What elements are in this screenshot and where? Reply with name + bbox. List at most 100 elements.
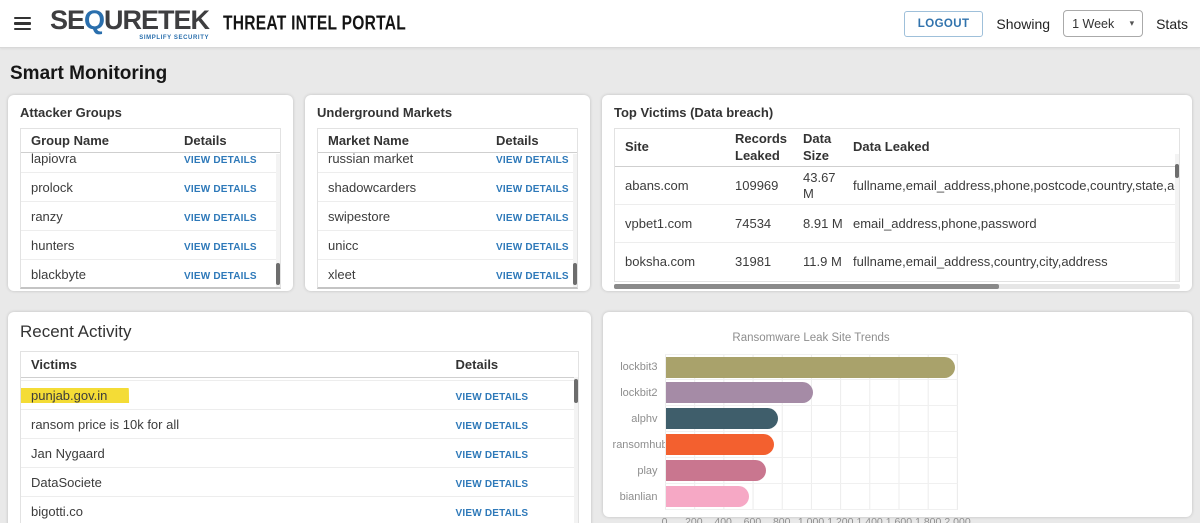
chart-title: Ransomware Leak Site Trends [732,332,890,344]
chart-x-tick: 1,400 [856,516,883,523]
view-details-link[interactable]: VIEW DETAILS [455,478,529,490]
vertical-scrollbar [573,154,577,287]
page-title: Smart Monitoring [10,63,168,84]
chart-bar-row: play [613,458,1182,484]
table-row: Jan Nygaard VIEW DETAILS [21,439,578,468]
top-victims-panel: Top Victims (Data breach) Site Records L… [602,95,1192,291]
scrollbar-thumb[interactable] [573,379,578,403]
chart-category-label: alphv [631,413,658,425]
chevron-down-icon: ▾ [1129,18,1135,28]
table-row: unicc VIEW DETAILS [318,231,577,260]
chart-x-tick: 800 [772,516,791,523]
view-details-link[interactable]: VIEW DETAILS [455,420,529,432]
scrollbar-thumb[interactable] [1175,164,1179,178]
table-row: prolock VIEW DETAILS [21,173,280,202]
chart-bar-row: ransomhub [613,432,1182,458]
table-row: abans.com 109969 43.67 M fullname,email_… [615,167,1179,205]
chart-x-tick: 1,000 [797,516,825,523]
chart-bar [665,460,767,481]
recent-activity-panel: Recent Activity Victims Details punjab.g… [8,312,591,523]
view-details-link[interactable]: VIEW DETAILS [184,271,257,282]
view-details-link[interactable]: VIEW DETAILS [496,212,569,224]
top-bar: SEQURETEK SIMPLIFY SECURITY THREAT INTEL… [0,0,1200,48]
top-victims-header: Site Records Leaked Data Size Data Leake… [615,129,1179,167]
table-row: blackbyte VIEW DETAILS [21,260,280,287]
table-row: ranzy VIEW DETAILS [21,202,280,231]
period-value: 1 Week [1072,16,1115,31]
period-dropdown[interactable]: 1 Week ▾ [1063,10,1144,37]
view-details-link[interactable]: VIEW DETAILS [496,154,569,166]
table-row: xleet VIEW DETAILS [318,260,577,287]
chart-bar [665,357,955,378]
chart-bar [665,382,813,403]
stats-link[interactable]: Stats [1156,15,1188,32]
chart-x-tick: 1,800 [915,516,942,523]
underground-markets-header: Market Name Details [318,129,577,153]
chart-x-tick: 2,000 [944,516,971,523]
table-row: bigotti.co VIEW DETAILS [21,497,578,523]
chart-bar-row: lockbit3 [613,354,1182,380]
table-row: lapiovra VIEW DETAILS [21,153,280,173]
chart-category-label: lockbit3 [620,361,658,373]
logo-q: Q [84,4,105,35]
view-details-link[interactable]: VIEW DETAILS [455,449,529,461]
logo-text: SE [50,4,85,35]
chart-bar-row: bianlian [613,484,1182,510]
scrollbar-thumb[interactable] [573,263,577,285]
scrollbar-thumb[interactable] [276,263,280,285]
chart-category-label: bianlian [619,491,658,503]
attacker-groups-header: Group Name Details [21,129,280,153]
table-row: ransom price is 10k for all VIEW DETAILS [21,410,578,439]
vertical-scrollbar [573,377,578,523]
attacker-groups-panel: Attacker Groups Group Name Details lapio… [8,95,293,291]
chart-bar [665,486,749,507]
view-details-link[interactable]: VIEW DETAILS [496,241,569,253]
vertical-scrollbar [276,154,280,287]
table-row: hunters VIEW DETAILS [21,231,280,260]
logo-tagline: SIMPLIFY SECURITY [139,34,210,41]
logout-button[interactable]: LOGOUT [903,10,984,37]
app-title: THREAT INTEL PORTAL [223,11,407,35]
table-row: russian market VIEW DETAILS [318,153,577,173]
horizontal-scrollbar [614,284,1180,289]
chart-x-tick: 400 [714,516,732,523]
table-row: swipestore VIEW DETAILS [318,202,577,231]
table-row: vpbet1.com 74534 8.91 M email_address,ph… [615,205,1179,243]
table-row: boksha.com 31981 11.9 M fullname,email_a… [615,243,1179,281]
chart-x-axis: 0 200 400 600 800 1,000 1,200 1,400 1,600 1,800 2,… [661,514,971,523]
table-row: shadowcarders VIEW DETAILS [318,173,577,202]
chart-bar [665,408,778,429]
chart-category-label: lockbit2 [620,387,658,399]
chart-x-tick: 600 [743,516,762,523]
chart-bar-row: lockbit2 [613,380,1182,406]
logo-text: URETEK [104,4,210,35]
chart-x-tick: 200 [685,516,703,523]
recent-activity-title: Recent Activity [20,322,132,341]
chart-x-tick: 1,200 [827,516,854,523]
view-details-link[interactable]: VIEW DETAILS [184,183,257,195]
view-details-link[interactable]: VIEW DETAILS [455,508,529,519]
view-details-link[interactable]: VIEW DETAILS [184,241,257,253]
ransomware-trends-chart-panel: Ransomware Leak Site Trends lockbit3 lock… [602,312,1192,523]
menu-icon[interactable] [14,14,34,34]
sequretek-logo: SEQURETEK SIMPLIFY SECURITY [50,4,210,41]
view-details-link[interactable]: VIEW DETAILS [496,183,569,195]
attacker-groups-title: Attacker Groups [20,105,122,120]
view-details-link[interactable]: VIEW DETAILS [455,391,529,403]
recent-activity-header: Victims Details [21,352,578,378]
chart-x-tick: 0 [661,516,668,523]
underground-markets-panel: Underground Markets Market Name Details … [305,95,590,291]
chart-x-tick: 1,600 [885,516,913,523]
chart-category-label: play [637,465,658,477]
bar-chart: lockbit3 lockbit2 alphv ransomhub play bianli… [613,354,1182,510]
view-details-link[interactable]: VIEW DETAILS [184,212,257,224]
showing-label: Showing [996,15,1051,32]
view-details-link[interactable]: VIEW DETAILS [184,154,257,166]
vertical-scrollbar [1175,154,1179,281]
chart-category-label: ransomhub [612,439,668,451]
underground-markets-title: Underground Markets [317,105,453,120]
scrollbar-thumb[interactable] [614,284,999,289]
view-details-link[interactable]: VIEW DETAILS [496,271,569,282]
chart-bar-row: alphv [613,406,1182,432]
table-row: DataSociete VIEW DETAILS [21,468,578,497]
